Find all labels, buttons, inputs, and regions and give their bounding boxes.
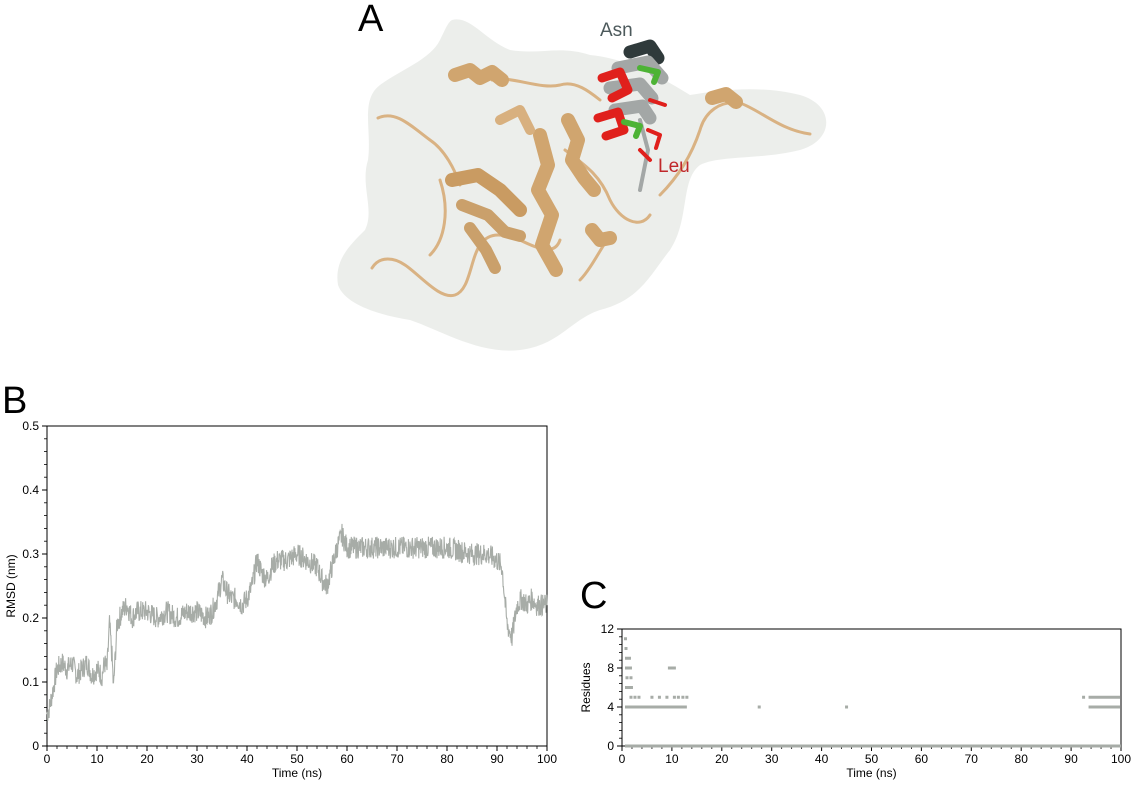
x-tick-label: 70 xyxy=(390,752,404,766)
protein-structure-illustration: Asn Leu xyxy=(337,19,827,351)
y-tick-label: 0.4 xyxy=(22,483,39,497)
x-axis-label: Time (ns) xyxy=(272,766,322,780)
y-axis-label: Residues xyxy=(579,662,593,712)
residue-contact-point xyxy=(685,695,689,699)
y-tick-label: 0.5 xyxy=(22,419,39,433)
y-tick-label: 0.2 xyxy=(22,611,39,625)
residue-contact-point xyxy=(629,695,633,699)
plot-frame xyxy=(621,628,1122,747)
x-tick-label: 60 xyxy=(915,752,929,766)
residues-scatter-chart: 0 10 20 30 40 50 60 70 80 90 100 0 4 8 12 Time (ns) Resi… xyxy=(579,622,1131,780)
residue-contact-point xyxy=(633,695,637,699)
x-tick-label: 0 xyxy=(619,752,626,766)
y-tick-label: 8 xyxy=(607,661,614,675)
residue-contact-point xyxy=(672,695,676,699)
plot-frame xyxy=(46,425,548,747)
panel-a-letter: A xyxy=(358,0,384,40)
y-axis-label: RMSD (nm) xyxy=(4,554,18,617)
x-tick-label: 80 xyxy=(1015,752,1029,766)
residue-contact-point xyxy=(650,695,654,699)
x-tick-label: 90 xyxy=(1064,752,1078,766)
x-tick-label: 100 xyxy=(1111,752,1131,766)
x-tick-label: 60 xyxy=(340,752,354,766)
asn-residue-label: Asn xyxy=(600,20,633,41)
labeled-helix xyxy=(593,39,669,192)
y-tick-label: 0 xyxy=(32,739,39,753)
residue-contact-point xyxy=(624,647,628,650)
panel-b-letter: B xyxy=(2,380,27,422)
protein-ribbon xyxy=(370,63,812,298)
x-tick-label: 80 xyxy=(440,752,454,766)
rmsd-series-line xyxy=(46,523,548,721)
residue-contact-point xyxy=(676,695,680,699)
y-tick-label: 12 xyxy=(601,622,615,636)
x-tick-label: 30 xyxy=(190,752,204,766)
y-tick-label: 0.3 xyxy=(22,547,39,561)
residue-contact-point xyxy=(625,676,629,680)
panel-c-letter: C xyxy=(580,575,607,617)
y-tick-label: 0 xyxy=(607,739,614,753)
residue-contact-point xyxy=(624,656,628,660)
x-tick-label: 10 xyxy=(90,752,104,766)
x-tick-label: 0 xyxy=(44,752,51,766)
x-tick-label: 20 xyxy=(140,752,154,766)
x-tick-label: 10 xyxy=(665,752,679,766)
x-tick-label: 40 xyxy=(240,752,254,766)
x-tick-label: 40 xyxy=(815,752,829,766)
x-tick-label: 50 xyxy=(290,752,304,766)
residue-contact-point xyxy=(623,637,627,641)
x-tick-label: 70 xyxy=(965,752,979,766)
y-tick-label: 4 xyxy=(607,700,614,714)
x-axis-label: Time (ns) xyxy=(846,766,896,780)
y-tick-label: 0.1 xyxy=(22,675,39,689)
residue-contact-point xyxy=(637,695,641,699)
residue-contact-point xyxy=(665,695,669,699)
residue-contact-point xyxy=(681,695,685,699)
x-tick-label: 50 xyxy=(865,752,879,766)
residue-contact-point xyxy=(657,695,661,699)
x-tick-label: 100 xyxy=(537,752,557,766)
x-tick-label: 20 xyxy=(715,752,729,766)
x-tick-label: 30 xyxy=(765,752,779,766)
rmsd-line-chart: 0 10 20 30 40 50 60 70 80 90 100 0 0.1 0.2 0.3 0.4 0.5 Ti… xyxy=(4,419,557,780)
leu-residue-label: Leu xyxy=(658,156,690,177)
residue-contact-point xyxy=(629,676,633,680)
residue-contact-point xyxy=(757,705,761,709)
residue-contact-point xyxy=(845,705,849,709)
x-tick-label: 90 xyxy=(490,752,504,766)
residue-contact-point xyxy=(1082,695,1086,699)
residue-contact-point xyxy=(627,656,631,660)
